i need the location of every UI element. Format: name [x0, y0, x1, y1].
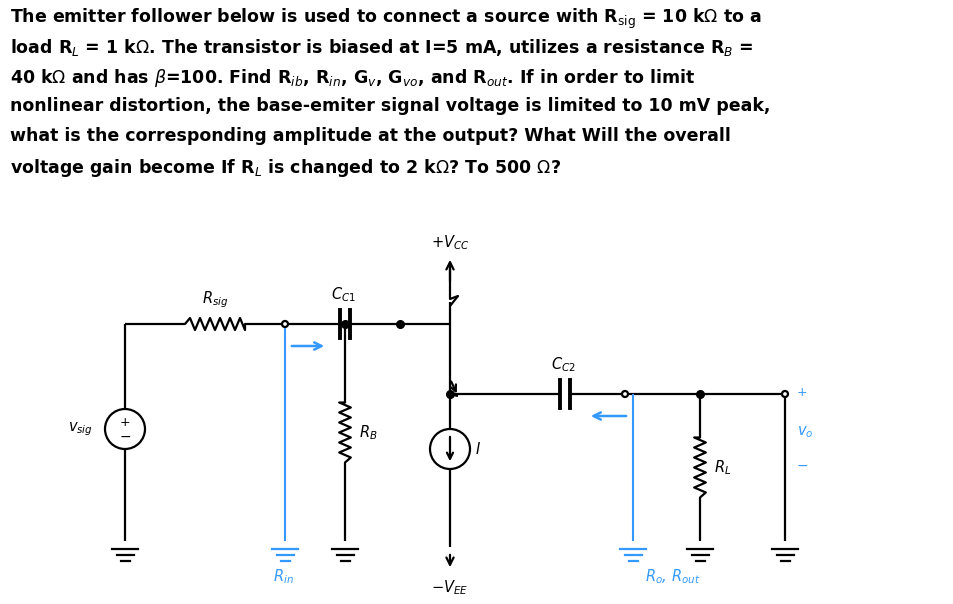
Text: what is the corresponding amplitude at the output? What Will the overall: what is the corresponding amplitude at t…	[10, 127, 730, 145]
Text: $C_{C2}$: $C_{C2}$	[550, 355, 575, 374]
Text: $R_o$, $R_{out}$: $R_o$, $R_{out}$	[644, 567, 700, 586]
Text: $R_{in}$: $R_{in}$	[273, 567, 294, 586]
Text: $R_B$: $R_B$	[358, 423, 377, 442]
Text: voltage gain become If R$_L$ is changed to 2 k$\Omega$? To 500 $\Omega$?: voltage gain become If R$_L$ is changed …	[10, 157, 560, 179]
Text: $C_{C1}$: $C_{C1}$	[331, 285, 355, 304]
Text: $-V_{EE}$: $-V_{EE}$	[431, 578, 468, 597]
Text: The emitter follower below is used to connect a source with R$_{\sf{sig}}$ = 10 : The emitter follower below is used to co…	[10, 7, 760, 31]
Text: −: −	[796, 459, 808, 473]
Text: nonlinear distortion, the base-emiter signal voltage is limited to 10 mV peak,: nonlinear distortion, the base-emiter si…	[10, 97, 770, 115]
Text: +: +	[796, 385, 807, 399]
Circle shape	[781, 391, 787, 397]
Text: $v_o$: $v_o$	[796, 424, 813, 440]
Circle shape	[282, 321, 288, 327]
Text: $+V_{CC}$: $+V_{CC}$	[431, 233, 469, 252]
Text: +: +	[119, 416, 131, 428]
Circle shape	[621, 391, 627, 397]
Text: 40 k$\Omega$ and has $\beta$=100. Find R$_{ib}$, R$_{in}$, G$_v$, G$_{vo}$, and : 40 k$\Omega$ and has $\beta$=100. Find R…	[10, 67, 695, 89]
Text: $R_L$: $R_L$	[713, 458, 731, 477]
Text: −: −	[119, 430, 131, 444]
Text: $I$: $I$	[475, 441, 480, 457]
Text: load R$_L$ = 1 k$\Omega$. The transistor is biased at I=5 mA, utilizes a resista: load R$_L$ = 1 k$\Omega$. The transistor…	[10, 37, 753, 58]
Text: $R_{sig}$: $R_{sig}$	[202, 289, 228, 310]
Text: $v_{sig}$: $v_{sig}$	[68, 420, 92, 438]
